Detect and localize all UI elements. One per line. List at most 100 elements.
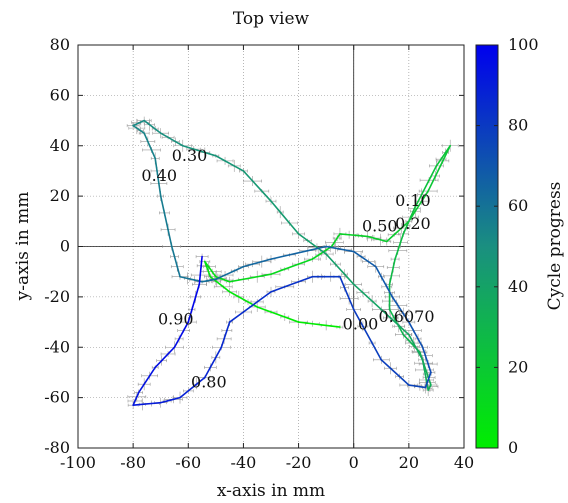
- trajectory-segment: [198, 274, 202, 286]
- y-tick-label: -80: [44, 438, 70, 457]
- y-tick-label: 40: [50, 136, 70, 155]
- trajectory-segment: [388, 275, 393, 286]
- trajectory-segment: [417, 338, 424, 349]
- trajectory-segment: [219, 277, 226, 281]
- trajectory-segment: [388, 308, 395, 319]
- trajectory-segment: [374, 265, 383, 278]
- trajectory-segment: [209, 356, 217, 369]
- trajectory-segment: [417, 350, 424, 361]
- trajectory-segment: [424, 381, 429, 389]
- trajectory-segment: [414, 200, 423, 213]
- trajectory-segment: [408, 339, 416, 348]
- trajectory-segment: [199, 265, 202, 276]
- trajectory-segment: [325, 324, 341, 328]
- trajectory-segment: [444, 144, 452, 154]
- trajectory-segment: [402, 312, 410, 323]
- trajectory-segment: [191, 296, 197, 311]
- trajectory-segment: [205, 265, 210, 273]
- trajectory-segment: [242, 170, 254, 182]
- trajectory-segment: [348, 233, 360, 237]
- y-axis-label: y-axis in mm: [13, 192, 33, 302]
- trajectory-segment: [154, 359, 163, 369]
- trajectory-segment: [389, 367, 401, 378]
- trajectory-segment: [311, 322, 327, 327]
- trajectory-segment: [343, 286, 350, 300]
- trajectory-segment: [167, 228, 173, 248]
- trajectory-segment: [397, 325, 405, 336]
- x-axis-label: x-axis in mm: [217, 481, 325, 501]
- trajectory-segment: [297, 321, 314, 325]
- trajectory-segment: [158, 182, 162, 197]
- trajectory-segment: [226, 321, 231, 332]
- x-tick-label: -80: [120, 453, 146, 472]
- trajectory-segment: [193, 279, 203, 283]
- trajectory-segment: [228, 311, 245, 323]
- trajectory-segment: [270, 254, 291, 260]
- trajectory-segment: [362, 325, 373, 344]
- trajectory-segment: [270, 311, 286, 318]
- trajectory-segment: [398, 375, 410, 386]
- trajectory-segment: [207, 270, 212, 278]
- trajectory-segment: [143, 374, 151, 385]
- trajectory-segment: [412, 342, 419, 353]
- colorbar-tick-label: 40: [508, 277, 528, 296]
- trajectory-segment: [413, 193, 423, 210]
- trajectory-segment: [242, 263, 254, 268]
- colorbar: [475, 44, 499, 449]
- colorbar-tick-label: 60: [508, 196, 528, 215]
- trajectory-segment: [159, 400, 168, 404]
- trajectory-segment: [163, 212, 169, 231]
- chart-title: Top view: [233, 9, 310, 29]
- colorbar-ticks: 0 20 40 60 80 100: [476, 35, 539, 457]
- trajectory-segment: [306, 245, 327, 252]
- trajectory-segment: [166, 398, 175, 402]
- trajectory-segment: [204, 366, 212, 379]
- progress-annotation: 0.50: [362, 216, 398, 235]
- trajectory-segment: [325, 245, 337, 249]
- trajectory-segment: [409, 207, 416, 218]
- trajectory-segment: [343, 249, 355, 253]
- colorbar-tick-label: 100: [508, 35, 539, 54]
- trajectory-segment: [408, 384, 416, 387]
- trajectory-segment: [421, 346, 427, 357]
- trajectory-segment: [233, 265, 245, 272]
- trajectory-segment: [228, 291, 240, 298]
- trajectory-segment: [181, 144, 195, 150]
- trajectory-segment: [385, 285, 394, 298]
- trajectory-segment: [352, 283, 364, 294]
- y-tick-label: -40: [44, 337, 70, 356]
- trajectory-segment: [419, 385, 427, 389]
- trajectory-segment: [373, 237, 382, 241]
- progress-annotation: 0.6070: [379, 307, 435, 326]
- trajectory-segment: [160, 353, 169, 362]
- trajectory-segment: [256, 291, 272, 303]
- trajectory-segment: [256, 273, 272, 278]
- trajectory-segment: [371, 300, 383, 311]
- trajectory-segment: [156, 170, 160, 185]
- trajectory-segment: [211, 270, 217, 278]
- trajectory-segment: [425, 379, 429, 391]
- x-tick-label: 40: [454, 453, 474, 472]
- y-axis-ticks: -80 -60 -40 -20 0 20 40 60 80: [44, 35, 464, 457]
- trajectory-segment: [141, 402, 153, 406]
- trajectory-segment: [150, 401, 162, 405]
- colorbar-label: Cycle progress: [545, 182, 565, 311]
- trajectory-segment: [215, 280, 225, 288]
- colorbar-tick-label: 0: [508, 438, 518, 457]
- trajectory-segment: [137, 383, 145, 394]
- trajectory-segment: [380, 275, 388, 288]
- trajectory-segment: [339, 275, 346, 289]
- trajectory-segment: [283, 280, 300, 288]
- trajectory-segment: [242, 301, 259, 313]
- trajectory-segment: [193, 148, 206, 154]
- trajectory-segment: [398, 325, 410, 336]
- trajectory-segment: [204, 151, 217, 157]
- trajectory-segment: [317, 249, 327, 256]
- trajectory-segment: [251, 180, 263, 192]
- trajectory-segment: [224, 270, 236, 276]
- trajectory-segment: [147, 140, 153, 151]
- trajectory-segment: [421, 359, 426, 371]
- trajectory-segment: [167, 136, 177, 143]
- trajectory-segment: [283, 316, 300, 323]
- trajectory-segment: [172, 396, 181, 401]
